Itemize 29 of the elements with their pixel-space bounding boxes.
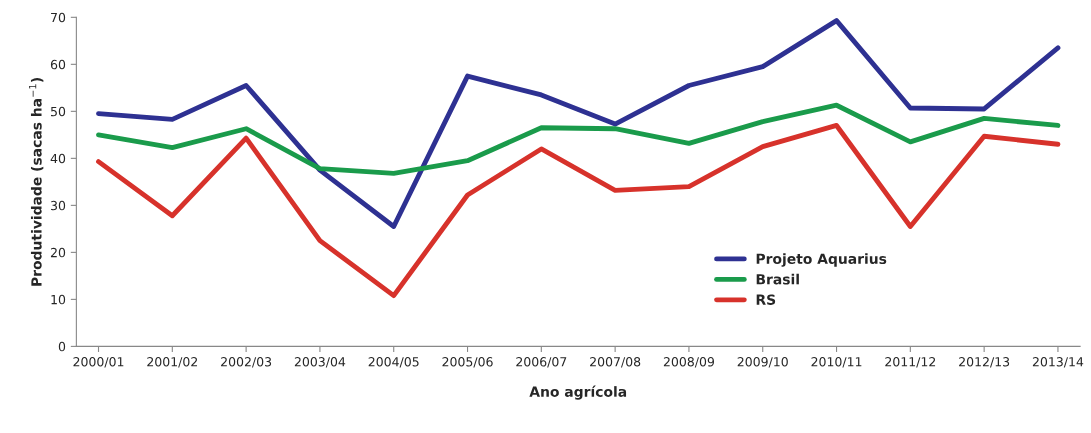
x-tick-label: 2009/10	[737, 357, 788, 368]
y-tick-label: 40	[50, 153, 66, 164]
legend-label: RS	[756, 294, 776, 305]
y-tick-label: 70	[51, 12, 66, 23]
y-axis-title: Produtividade (sacas ha$^{−1}$)	[29, 77, 44, 286]
x-tick-label: 2005/06	[442, 357, 493, 368]
x-tick-label: 2003/04	[294, 357, 346, 368]
legend-label: Projeto Aquarius	[756, 253, 887, 267]
x-tick-label: 2011/12	[885, 357, 936, 368]
x-tick-label: 2010/11	[811, 357, 862, 368]
x-tick-label: 2012/13	[959, 357, 1010, 368]
x-tick-label: 2006/07	[516, 357, 567, 368]
legend-label: Brasil	[756, 273, 799, 285]
x-tick-label: 2013/14	[1032, 357, 1084, 368]
line-series	[96, 102, 1061, 176]
y-tick-label: 30	[51, 200, 66, 211]
x-tick-label: 2000/01	[73, 357, 124, 368]
x-tick-label: 2004/05	[368, 357, 419, 368]
y-tick-label: 0	[58, 341, 66, 352]
x-axis-title: Ano agrícola	[529, 385, 627, 400]
x-tick-label: 2007/08	[590, 357, 641, 368]
line-series	[96, 18, 1061, 229]
y-tick-label: 10	[51, 294, 66, 305]
x-tick-label: 2001/02	[147, 357, 198, 368]
x-tick-label: 2008/09	[663, 357, 715, 368]
x-tick-label: 2002/03	[221, 357, 272, 368]
y-tick-label: 20	[50, 247, 66, 258]
y-tick-label: 50	[51, 106, 66, 117]
y-tick-label: 60	[50, 59, 66, 70]
